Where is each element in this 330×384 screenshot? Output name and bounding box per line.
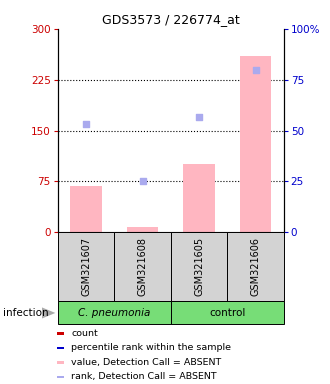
Bar — [57, 332, 64, 335]
Bar — [71, 186, 102, 232]
Text: GSM321606: GSM321606 — [250, 237, 261, 296]
Text: GSM321608: GSM321608 — [138, 237, 148, 296]
Bar — [183, 164, 214, 232]
Text: value, Detection Call = ABSENT: value, Detection Call = ABSENT — [71, 358, 221, 367]
Bar — [58, 301, 171, 324]
Text: GSM321605: GSM321605 — [194, 237, 204, 296]
Text: C. pneumonia: C. pneumonia — [78, 308, 150, 318]
Text: count: count — [71, 329, 98, 338]
Bar — [57, 347, 64, 349]
Bar — [240, 56, 271, 232]
Bar — [58, 232, 114, 301]
Point — [83, 121, 89, 127]
Polygon shape — [42, 308, 55, 318]
Point — [196, 114, 202, 120]
Point — [140, 178, 145, 184]
Bar — [114, 232, 171, 301]
Title: GDS3573 / 226774_at: GDS3573 / 226774_at — [102, 13, 240, 26]
Text: infection: infection — [3, 308, 49, 318]
Bar — [127, 227, 158, 232]
Bar — [171, 301, 284, 324]
Bar — [57, 376, 64, 378]
Text: percentile rank within the sample: percentile rank within the sample — [71, 344, 231, 353]
Bar — [57, 361, 64, 364]
Text: control: control — [209, 308, 246, 318]
Bar — [171, 232, 227, 301]
Point — [253, 66, 258, 73]
Bar — [227, 232, 284, 301]
Text: GSM321607: GSM321607 — [81, 237, 91, 296]
Text: rank, Detection Call = ABSENT: rank, Detection Call = ABSENT — [71, 372, 217, 381]
